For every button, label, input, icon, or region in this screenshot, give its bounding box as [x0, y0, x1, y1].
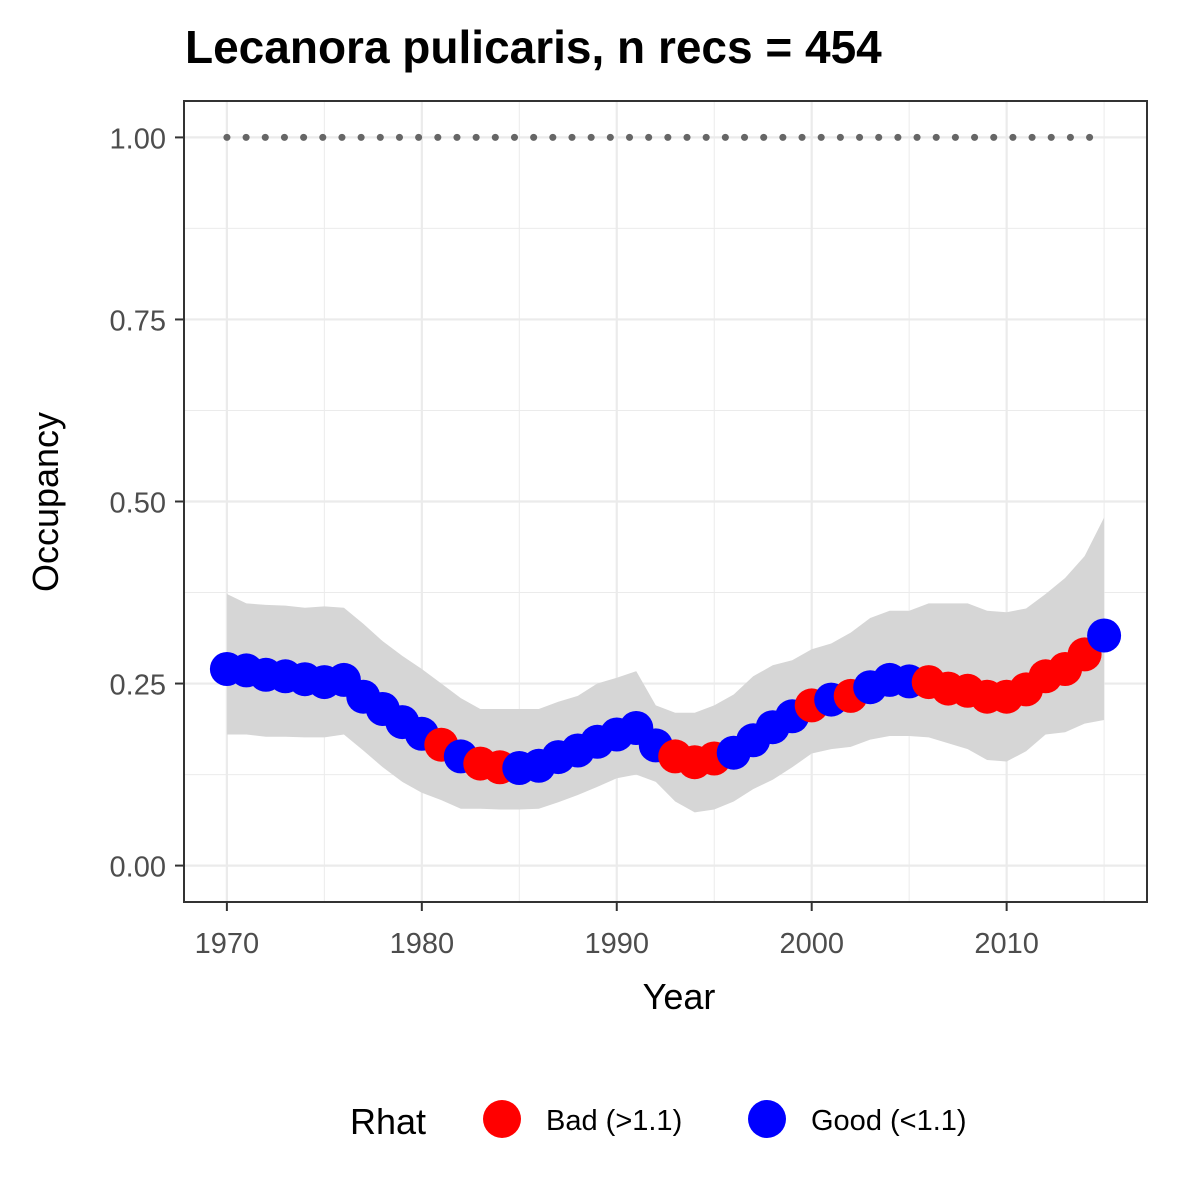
y-tick-label: 0.75 — [110, 305, 166, 337]
legend-key-good — [748, 1100, 786, 1138]
y-tick-label: 0.50 — [110, 488, 166, 520]
legend-label-bad: Bad (>1.1) — [546, 1105, 682, 1137]
y-tick-label: 1.00 — [110, 123, 166, 155]
x-tick-label: 1990 — [585, 928, 650, 960]
occupancy-points — [209, 618, 1122, 785]
y-tick-label: 0.25 — [110, 670, 166, 702]
x-tick-label: 2000 — [779, 928, 844, 960]
grid — [184, 101, 1147, 902]
x-tick-label: 2010 — [974, 928, 1039, 960]
legend-label-good: Good (<1.1) — [811, 1105, 967, 1137]
legend: Rhat Bad (>1.1) Good (<1.1) — [350, 1100, 967, 1142]
occupancy-point — [1087, 618, 1122, 653]
legend-title: Rhat — [350, 1101, 426, 1142]
axes: 1970 1980 1990 2000 2010 0.00 0.25 0.50 0.75 1.00 — [110, 123, 1039, 960]
chart-title: Lecanora pulicaris, n recs = 454 — [185, 21, 882, 73]
x-tick-label: 1980 — [390, 928, 455, 960]
y-axis-title: Occupancy — [25, 412, 66, 592]
x-tick-label: 1970 — [195, 928, 260, 960]
x-axis-title: Year — [643, 976, 716, 1017]
legend-key-bad — [483, 1100, 521, 1138]
y-tick-label: 0.00 — [110, 852, 166, 884]
